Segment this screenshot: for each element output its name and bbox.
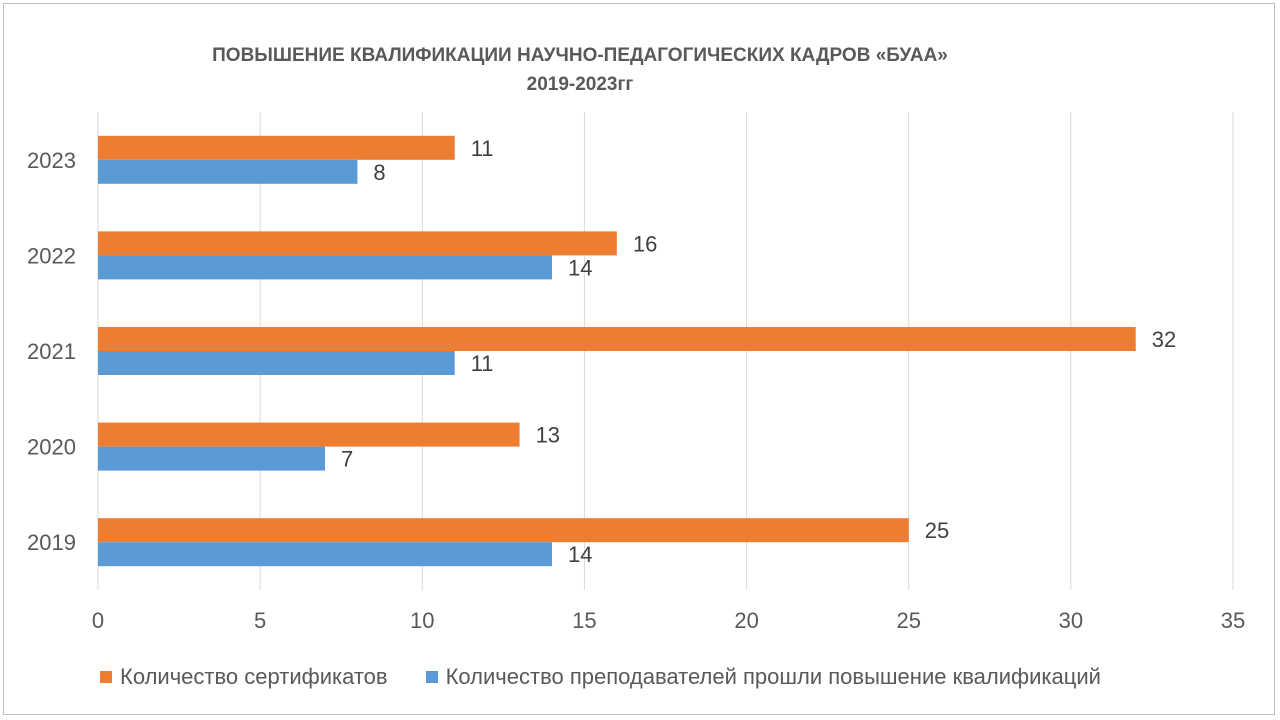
bar-certificates (98, 422, 520, 447)
x-tick-label: 30 (1059, 608, 1083, 633)
chart-subtitle: 2019-2023гг (526, 74, 634, 95)
chart-legend: Количество сертификатов Количество препо… (100, 664, 1139, 690)
y-category-label: 2020 (27, 435, 76, 460)
bar-teachers (98, 255, 552, 280)
y-category-label: 2023 (27, 148, 76, 173)
y-category-label: 2022 (27, 243, 76, 268)
data-label-certificates: 32 (1152, 327, 1176, 352)
x-tick-label: 0 (92, 608, 104, 633)
y-category-label: 2019 (27, 530, 76, 555)
data-label-teachers: 14 (568, 542, 592, 567)
data-label-certificates: 13 (536, 423, 560, 448)
x-tick-label: 25 (896, 608, 920, 633)
data-label-certificates: 16 (633, 231, 657, 256)
data-label-teachers: 11 (471, 351, 494, 376)
chart-title: ПОВЫШЕНИЕ КВАЛИФИКАЦИИ НАУЧНО-ПЕДАГОГИЧЕ… (212, 45, 948, 66)
bar-certificates (98, 231, 617, 256)
x-tick-label: 10 (410, 608, 434, 633)
data-label-teachers: 8 (373, 160, 385, 185)
bar-certificates (98, 518, 909, 543)
data-label-certificates: 11 (471, 136, 494, 161)
data-label-teachers: 14 (568, 255, 592, 280)
x-tick-label: 5 (254, 608, 266, 633)
bar-teachers (98, 542, 552, 567)
x-tick-label: 20 (734, 608, 758, 633)
x-tick-label: 35 (1221, 608, 1245, 633)
legend-label-teachers: Количество преподавателей прошли повышен… (445, 664, 1101, 689)
legend-swatch-certificates (100, 671, 112, 683)
y-category-label: 2021 (27, 339, 76, 364)
data-label-teachers: 7 (341, 447, 353, 472)
legend-swatch-teachers (425, 671, 438, 683)
bar-teachers (98, 446, 325, 471)
bar-teachers (98, 351, 455, 375)
legend-item-certificates: Количество сертификатов (100, 664, 388, 690)
bar-certificates (98, 327, 1136, 351)
bar-certificates (98, 135, 455, 160)
data-label-certificates: 25 (925, 518, 949, 543)
x-tick-label: 15 (572, 608, 596, 633)
legend-item-teachers: Количество преподавателей прошли повышен… (425, 664, 1101, 690)
legend-label-certificates: Количество сертификатов (120, 664, 388, 689)
bar-teachers (98, 159, 358, 184)
